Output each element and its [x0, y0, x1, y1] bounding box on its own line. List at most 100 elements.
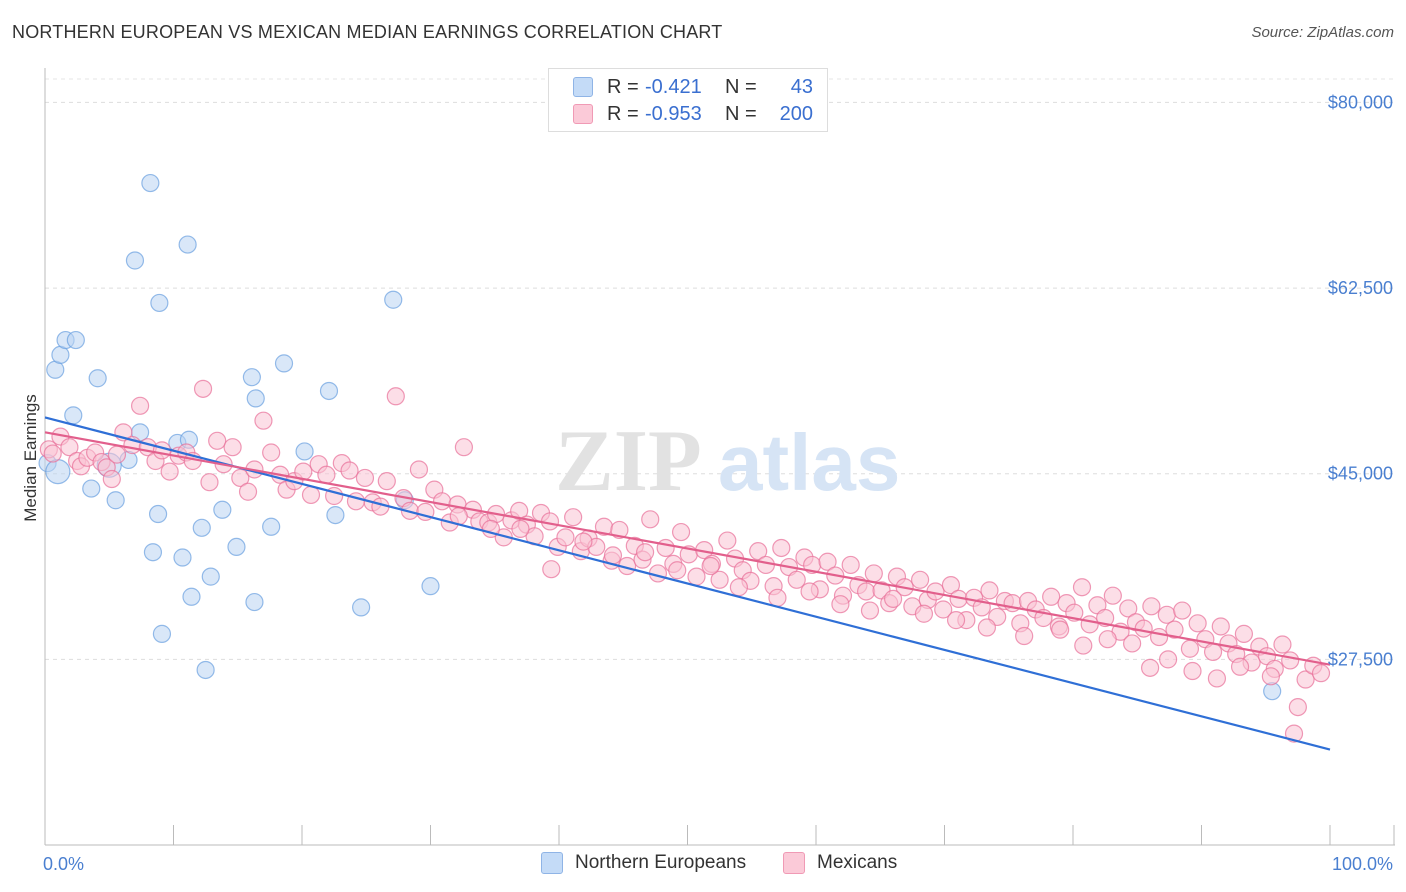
mexican-point — [1158, 650, 1178, 669]
mexican-point — [910, 570, 930, 589]
mexican-point — [317, 465, 336, 484]
mexican-point — [1261, 667, 1280, 686]
northern-european-point — [82, 479, 101, 498]
mexican-point — [130, 396, 150, 415]
mexican-point — [1098, 630, 1117, 649]
northern-european-point — [326, 505, 345, 525]
legend-r-label: R = — [607, 75, 639, 98]
northern-european-point — [141, 173, 160, 193]
northern-european-point — [201, 567, 220, 586]
northern-european-point — [152, 624, 172, 643]
mexican-point — [1074, 636, 1093, 655]
mexican-point — [200, 473, 219, 492]
northern-european-point — [274, 354, 294, 373]
northern-european-point — [227, 537, 246, 557]
mexican-point — [1183, 661, 1202, 681]
mexican-point — [160, 462, 179, 481]
y-tick-label: $80,000 — [1328, 92, 1393, 112]
mexican-point — [208, 431, 227, 450]
mexican-point — [1134, 619, 1153, 638]
x-tick-labels: 0.0% 100.0% — [43, 854, 1393, 874]
mexican-point — [1211, 617, 1230, 636]
northern-european-point — [178, 235, 197, 254]
legend-swatch-blue — [573, 77, 593, 97]
watermark-atlas: atlas — [718, 418, 900, 507]
mexican-point — [883, 589, 903, 608]
mexican-point — [756, 555, 775, 575]
mexican-point — [946, 611, 966, 630]
northern-european-point — [421, 577, 440, 596]
y-axis-label: Median Earnings — [21, 394, 40, 522]
mexican-point — [511, 519, 530, 538]
northern-european-point — [173, 548, 192, 567]
northern-european-point — [352, 598, 371, 617]
bottom-legend-swatch-blue — [541, 852, 563, 874]
legend-swatch-pink — [573, 104, 593, 124]
mexican-point — [1288, 697, 1307, 717]
northern-european-point — [245, 592, 264, 612]
mexican-point — [914, 604, 934, 623]
northern-european-point — [213, 500, 232, 519]
northern-european-point — [64, 406, 83, 425]
mexican-point — [1296, 670, 1315, 689]
northern-european-point — [262, 517, 281, 536]
mexican-point — [510, 501, 529, 520]
mexican-point — [238, 482, 258, 501]
bottom-legend-mexicans: Mexicans — [783, 852, 897, 874]
northern-european-point — [150, 293, 169, 313]
mexican-point — [841, 555, 860, 575]
mexican-point — [1284, 724, 1304, 743]
mexican-point — [355, 468, 375, 488]
y-tick-label: $62,500 — [1328, 278, 1393, 298]
mexican-point — [749, 542, 768, 561]
mexican-point — [254, 411, 273, 430]
mexican-point — [941, 576, 961, 595]
mexican-point — [768, 588, 787, 607]
mexican-point — [1142, 597, 1161, 616]
bottom-legend: Northern Europeans Mexicans — [0, 852, 1406, 878]
northern-european-point — [143, 543, 163, 562]
mexican-point — [1203, 642, 1223, 662]
legend-row-mexicans: R = -0.953 N = 200 — [573, 102, 813, 126]
mexican-point — [701, 556, 720, 576]
bottom-legend-label: Mexicans — [817, 852, 898, 873]
northern-european-point — [182, 587, 201, 606]
legend-row-northern-europeans: R = -0.421 N = 43 — [573, 75, 813, 99]
mexican-point — [542, 560, 561, 579]
mexican-point — [193, 379, 213, 398]
mexican-point — [977, 618, 997, 637]
northern-european-point — [125, 251, 145, 270]
mexican-point — [831, 595, 850, 614]
mexican-point — [610, 520, 629, 540]
mexican-point — [641, 510, 660, 529]
northern-european-point — [242, 368, 261, 387]
northern-european-point — [192, 518, 211, 537]
mexican-point — [231, 468, 250, 488]
mexican-point — [1015, 626, 1034, 646]
trend-line-northern-europeans — [44, 416, 1331, 751]
y-tick-label: $27,500 — [1328, 649, 1393, 669]
mexican-point — [1281, 651, 1300, 670]
northern-european-point — [196, 660, 215, 680]
mexican-point — [864, 564, 883, 583]
source-label: Source: ZipAtlas.com — [1251, 24, 1394, 41]
northern-european-point — [295, 442, 314, 461]
mexican-point — [710, 570, 729, 589]
legend-n-value: 43 — [790, 75, 813, 98]
northern-european-point — [106, 491, 125, 510]
northern-european-point — [88, 369, 107, 388]
mexican-point — [556, 528, 575, 547]
northern-european-point — [148, 504, 168, 524]
mexican-point — [1140, 658, 1160, 677]
axes — [44, 68, 1395, 846]
mexican-point — [1042, 587, 1061, 606]
mexican-point — [564, 508, 583, 527]
watermark: ZIP atlas — [555, 413, 900, 510]
mexican-point — [860, 601, 880, 620]
mexican-point — [340, 461, 359, 480]
legend-n-label: N = — [725, 75, 757, 98]
mexican-point — [301, 485, 321, 505]
mexican-point — [603, 546, 623, 565]
legend-r-value: -0.421 — [645, 75, 702, 98]
